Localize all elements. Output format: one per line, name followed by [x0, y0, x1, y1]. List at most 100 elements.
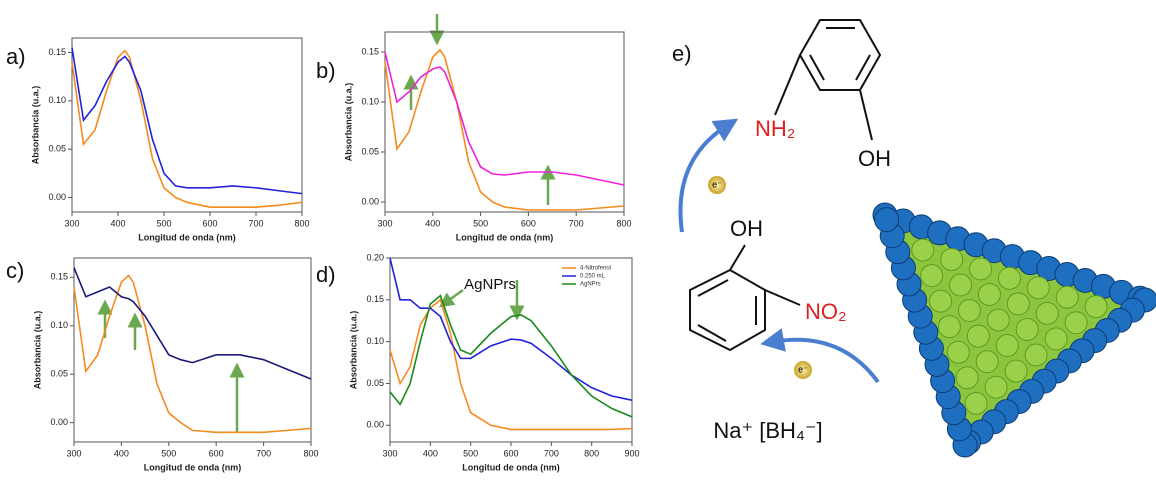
atom — [969, 257, 993, 281]
x-tick-label: 600 — [521, 218, 536, 228]
hydroxyl-label: OH — [730, 216, 763, 241]
atom — [929, 289, 953, 313]
electron — [708, 176, 726, 194]
y-tick-label: 0.05 — [48, 144, 66, 154]
y-tick-label: 0.15 — [48, 47, 66, 57]
x-tick-label: 600 — [202, 218, 217, 228]
spectrum-line — [73, 267, 312, 380]
x-tick-label: 400 — [110, 218, 125, 228]
atom — [975, 350, 999, 374]
x-tick-label: 900 — [624, 448, 639, 458]
y-tick-label: 0.05 — [366, 378, 384, 388]
arrow — [678, 118, 739, 233]
atom — [949, 273, 973, 297]
spectrum-line — [384, 48, 625, 211]
x-tick-label: 600 — [209, 448, 224, 458]
x-tick-label: 700 — [569, 218, 584, 228]
y-tick-label: 0.15 — [366, 294, 384, 304]
y-tick-label: 0.05 — [361, 146, 379, 156]
x-tick-label: 700 — [544, 448, 559, 458]
panel-label: d) — [316, 262, 336, 287]
atom — [1044, 327, 1068, 351]
y-tick-label: 0.00 — [361, 196, 379, 206]
x-tick-label: 800 — [584, 448, 599, 458]
atom — [995, 334, 1019, 358]
atom — [966, 324, 990, 348]
y-tick-label: 0.15 — [50, 272, 68, 282]
y-axis-title: Absorbancia (u.a.) — [30, 86, 40, 165]
spectrum-line — [71, 47, 303, 195]
atom — [955, 366, 979, 390]
x-tick-label: 400 — [425, 218, 440, 228]
panel-label: e) — [672, 41, 692, 66]
electron-label: e⁻ — [798, 364, 808, 374]
nitro-label: NO₂ — [805, 299, 847, 324]
spectrum-line — [389, 294, 633, 418]
y-tick-label: 0.10 — [366, 336, 384, 346]
atom — [984, 375, 1008, 399]
x-tick-label: 800 — [294, 218, 309, 228]
ring-top — [774, 19, 882, 141]
panel-label: a) — [6, 44, 26, 69]
x-tick-label: 700 — [248, 218, 263, 228]
x-tick-label: 300 — [66, 448, 81, 458]
reductant-label: Na⁺ [BH₄⁻] — [713, 418, 822, 443]
spectrum-line — [71, 49, 303, 208]
spectrum-line — [73, 274, 312, 434]
x-tick-label: 600 — [503, 448, 518, 458]
atom — [977, 282, 1001, 306]
hydroxyl-label: OH — [858, 146, 891, 171]
annotation: AgNPrs — [464, 276, 516, 293]
y-axis-title: Absorbancia (u.a.) — [32, 311, 42, 390]
amine-label: NH₂ — [755, 116, 795, 141]
atom — [1006, 292, 1030, 316]
legend-label: 0.250 mL — [580, 274, 606, 280]
y-tick-label: 0.10 — [361, 96, 379, 106]
y-axis-title: Absorbancia (u.a.) — [348, 311, 358, 390]
x-tick-label: 700 — [256, 448, 271, 458]
spectrum-line — [389, 257, 633, 401]
x-tick-label: 500 — [463, 448, 478, 458]
ring-bottom — [689, 244, 801, 352]
x-tick-label: 400 — [423, 448, 438, 458]
x-tick-label: 300 — [64, 218, 79, 228]
atom — [1064, 311, 1088, 335]
x-tick-label: 300 — [382, 448, 397, 458]
y-axis-title: Absorbancia (u.a.) — [343, 83, 353, 162]
x-tick-label: 500 — [473, 218, 488, 228]
x-tick-label: 800 — [616, 218, 631, 228]
atom — [1024, 343, 1048, 367]
x-tick-label: 500 — [161, 448, 176, 458]
atom — [1004, 359, 1028, 383]
x-axis-title: Longitud de onda (nm) — [462, 462, 559, 472]
plot-frame — [384, 31, 625, 213]
y-tick-label: 0.00 — [48, 192, 66, 202]
y-tick-label: 0.10 — [50, 320, 68, 330]
atom — [937, 315, 961, 339]
electron-label: e⁻ — [712, 179, 722, 189]
panel-label: b) — [316, 58, 336, 83]
atom — [940, 247, 964, 271]
atom — [1055, 285, 1079, 309]
atom — [874, 207, 900, 233]
atom — [911, 238, 935, 262]
y-tick-label: 0.05 — [50, 369, 68, 379]
atom — [1035, 301, 1059, 325]
atom — [957, 299, 981, 323]
arrow — [760, 328, 880, 384]
y-tick-label: 0.10 — [48, 95, 66, 105]
atom — [986, 308, 1010, 332]
x-tick-label: 800 — [303, 448, 318, 458]
y-tick-label: 0.15 — [361, 46, 379, 56]
atom — [1084, 295, 1108, 319]
electron — [794, 361, 812, 379]
plot-frame — [71, 37, 303, 213]
legend-label: AgNPrs — [580, 282, 601, 288]
spectrum-line — [389, 298, 633, 431]
x-tick-label: 300 — [377, 218, 392, 228]
y-tick-label: 0.00 — [366, 420, 384, 430]
atom — [1015, 317, 1039, 341]
plot-frame — [73, 257, 312, 443]
y-tick-label: 0.00 — [50, 417, 68, 427]
